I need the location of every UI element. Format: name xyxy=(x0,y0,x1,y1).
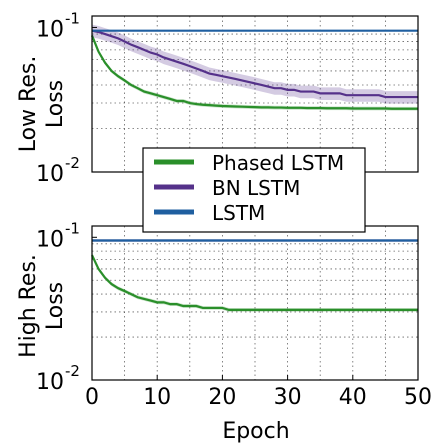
ylabel-low-res-line1: Low Res. xyxy=(16,56,41,153)
xtick-label: 10 xyxy=(143,385,171,410)
ylabel-low-res-line2: Loss xyxy=(43,80,68,128)
series-line-0 xyxy=(91,254,418,311)
ytick-label-base: 10 xyxy=(36,227,64,252)
ytick-label-exp: -1 xyxy=(65,9,80,27)
xlabel-epoch: Epoch xyxy=(222,419,289,444)
panel-high-res: 10 -110 -20 10 20 30 40 50 xyxy=(36,219,432,410)
legend-label-0: Phased LSTM xyxy=(212,151,344,175)
ytick-label-exp: -2 xyxy=(65,362,80,380)
series-band-1 xyxy=(92,24,418,104)
xtick-label: 50 xyxy=(404,385,432,410)
legend-label-2: LSTM xyxy=(212,201,265,225)
xtick-label: 20 xyxy=(208,385,236,410)
series-line-1 xyxy=(91,29,418,99)
ytick-label-base: 10 xyxy=(36,370,64,395)
ylabel-high-res-line2: Loss xyxy=(43,282,68,330)
series-line-0 xyxy=(90,35,418,110)
ytick-label-exp: -1 xyxy=(65,219,80,237)
ylabel-high-res-line1: High Res. xyxy=(16,254,41,358)
xtick-label: 30 xyxy=(274,385,302,410)
legend-label-1: BN LSTM xyxy=(212,176,300,200)
xtick-label: 40 xyxy=(339,385,367,410)
ytick-label-exp: -2 xyxy=(65,154,80,172)
ytick-label-base: 10 xyxy=(36,162,64,187)
xtick-label: 0 xyxy=(85,385,99,410)
ytick-label-base: 10 xyxy=(36,17,64,42)
